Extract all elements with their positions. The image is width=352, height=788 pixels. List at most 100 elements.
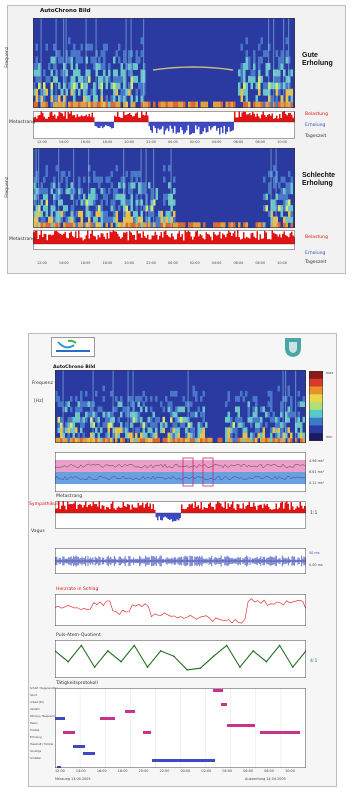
label-bad-recovery: Schlechte Erholung [302,172,335,188]
band-lf-line [55,463,306,469]
activity-bar [63,731,75,734]
hr-title: Herzrate in Schlag [56,587,99,592]
mod-left-top: Sympathikus [29,502,59,507]
modulation-panel [55,501,306,529]
band-marker [202,457,214,487]
legend-recovery-2: Erholung [305,251,326,256]
mod-title: Metastrang [56,494,83,499]
time-tick-label: 04:00 [211,261,222,265]
activity-bar [227,724,255,727]
activity-frame [55,688,306,768]
mod-left-bottom: Vagus [31,529,45,534]
activity-bar [221,703,227,706]
time-tick-label: 00:00 [168,140,178,144]
time-tick-label: 10:00 [285,769,295,773]
time-tick-label: 20:00 [124,261,135,265]
band-hf [55,472,306,484]
legend-recovery-1: Erholung [305,123,326,128]
time-tick-label: 20:00 [138,769,149,773]
colorbar [309,371,323,441]
band-marker [182,457,194,487]
rmssd-frame [55,548,306,574]
time-tick-label: 22:00 [146,140,156,144]
rmssd-right-labels: 50 ms 0.00 ms [309,551,339,574]
legend-daytime-2: Tageszeit [305,260,327,265]
rsa-band [152,66,234,71]
time-tick-label: 00:00 [168,261,178,265]
colorbar-segment [309,394,323,403]
prq-frame [55,640,306,678]
time-tick-label: 02:00 [189,261,200,265]
modulation-frame [33,111,295,139]
activity-bar [125,710,135,713]
heart-rate-panel [55,594,306,626]
wave-logo-icon [56,339,90,352]
activity-bar [55,717,65,720]
frequency-axis-label: Frequenz [5,46,11,68]
bottom-figure-title: AutoChrono Bild [53,365,96,370]
activity-bar [260,731,300,734]
time-tick-label: 12:00 [55,769,65,773]
time-tick-label: 02:00 [189,140,200,144]
logo-left [51,337,95,357]
time-tick-label: 16:00 [96,769,107,773]
time-tick-label: 00:00 [180,769,191,773]
activity-bar [152,759,215,762]
colorbar-frame [309,371,323,441]
time-tick-label: 04:00 [211,140,222,144]
time-tick-label: 10:00 [277,140,287,144]
pulse-right: 4:1 [310,659,318,664]
mod-right: 1:1 [310,511,318,516]
activity-category-label: Essen [30,722,38,725]
top-figure-title: AutoChrono Bild [40,8,91,14]
rmssd-panel [55,548,306,574]
logo-right [283,336,303,358]
colorbar-max: max [326,371,334,375]
shield-logo-icon [285,338,301,357]
spectrogram-frame [33,148,295,228]
modulation-bad-recovery [33,230,295,250]
pulse-resp-panel [55,640,306,678]
spectrogram-frame [33,18,295,108]
time-tick-label: 08:00 [264,769,274,773]
legend-activation-2: Belastung [305,235,329,240]
band-lf [55,460,306,472]
spectrogram-good-recovery [33,18,295,108]
band-hf-line [55,475,306,481]
time-tick-label: 04:00 [222,769,233,773]
time-tick-label: 14:00 [58,140,69,144]
activity-category-label: Sport [30,694,37,697]
activity-category-label: Freizeit [30,729,40,732]
time-tick-label: 14:00 [58,261,69,265]
prq-background [55,640,306,678]
time-tick-label: 22:00 [146,261,156,265]
time-tick-label: 22:00 [159,769,170,773]
rmssd-value-label: 0.00 ms [309,563,323,567]
bottom-hz-label: [Hz] [34,399,44,404]
band-frame [55,452,306,492]
time-tick-label: 18:00 [117,769,128,773]
activity-category-label: Erholung [30,736,42,739]
activity-panel [55,688,306,768]
colorbar-segment [309,433,323,441]
activity-category-label: Schlafen [30,757,42,760]
activity-bar [57,766,61,768]
activity-category-label: Arbeit (PC) [30,701,45,704]
time-tick-label: 08:00 [255,261,266,265]
time-tick-label: 08:00 [255,140,266,144]
time-tick-label: 18:00 [102,261,113,265]
modulation-axis-label-2: Metastrang [9,237,36,242]
activity-category-label: Verkehr [30,708,40,711]
time-axis-bottom: 12:00 14:00 16:00 18:00 20:00 22:00 00:00 02:00… [55,769,306,776]
activity-category-label: Sitzung / Besprechung [30,715,60,718]
band-right-labels: 4.96 ms² 6.61 ms² 0.11 ms² [309,452,339,492]
time-tick-label: 06:00 [233,261,244,265]
label-good-recovery: Gute Erholung [302,52,333,68]
footer-left: Messung 13.04.2005 [55,777,91,781]
label-good-line1: Gute [302,52,318,59]
hr-frame [55,594,306,626]
time-tick-label: 06:00 [243,769,254,773]
time-tick-label: 16:00 [80,261,91,265]
colorbar-segment [309,386,323,395]
spectrogram-autochrono [55,370,306,443]
